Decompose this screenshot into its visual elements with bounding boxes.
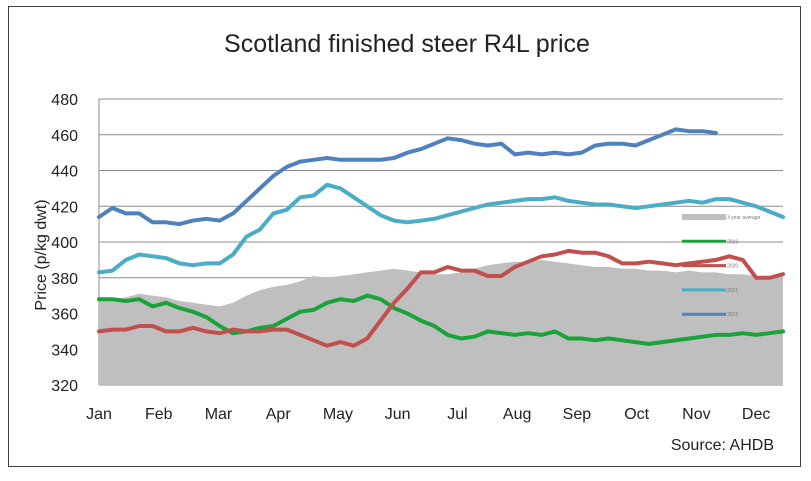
x-tick-label: Dec bbox=[742, 406, 770, 423]
series-line-2020 bbox=[97, 248, 785, 348]
y-tick-label: 320 bbox=[51, 378, 78, 395]
x-axis-ticks: Jan Feb Mar Apr May Jun Jul Aug Sep Oct Nov Dec bbox=[86, 406, 770, 423]
area-series bbox=[99, 259, 783, 385]
legend-label: 2020 bbox=[727, 264, 738, 270]
series-line-2019 bbox=[97, 293, 785, 346]
y-axis-label: Price (p/kg dwt) bbox=[33, 199, 50, 310]
y-tick-label: 400 bbox=[51, 235, 78, 252]
x-tick-label: Nov bbox=[682, 406, 710, 423]
y-tick-label: 460 bbox=[51, 128, 78, 145]
series-area-3-year-average bbox=[99, 259, 783, 385]
legend-label: 3 year average bbox=[727, 215, 761, 221]
x-tick-label: Jan bbox=[86, 406, 112, 423]
x-tick-label: Oct bbox=[624, 406, 649, 423]
series-line-2022 bbox=[97, 127, 718, 227]
legend-label: 2019 bbox=[727, 239, 738, 245]
legend-label: 2022 bbox=[727, 312, 738, 318]
y-tick-label: 340 bbox=[51, 342, 78, 359]
x-tick-label: Jun bbox=[385, 406, 411, 423]
legend-label: 2021 bbox=[727, 288, 738, 294]
x-tick-label: Feb bbox=[145, 406, 173, 423]
series-line-2021 bbox=[97, 182, 785, 275]
y-axis-ticks: 320 340 360 380 400 420 440 460 480 bbox=[51, 92, 78, 395]
legend: 3 year average 2019 2020 2021 2022 bbox=[682, 214, 761, 318]
x-tick-label: Aug bbox=[503, 406, 531, 423]
y-tick-label: 360 bbox=[51, 307, 78, 324]
x-tick-label: Mar bbox=[205, 406, 233, 423]
legend-swatch bbox=[682, 214, 726, 220]
x-tick-label: Apr bbox=[266, 406, 292, 423]
y-tick-label: 380 bbox=[51, 271, 78, 288]
y-tick-label: 480 bbox=[51, 92, 78, 109]
x-tick-label: Sep bbox=[563, 406, 592, 423]
chart-frame bbox=[8, 6, 801, 467]
source-note: Source: AHDB bbox=[671, 437, 774, 454]
x-tick-label: Jul bbox=[447, 406, 467, 423]
y-tick-label: 420 bbox=[51, 199, 78, 216]
line-series bbox=[97, 127, 785, 348]
y-tick-label: 440 bbox=[51, 164, 78, 181]
x-tick-label: May bbox=[323, 406, 353, 423]
chart-title: Scotland finished steer R4L price bbox=[224, 30, 590, 58]
